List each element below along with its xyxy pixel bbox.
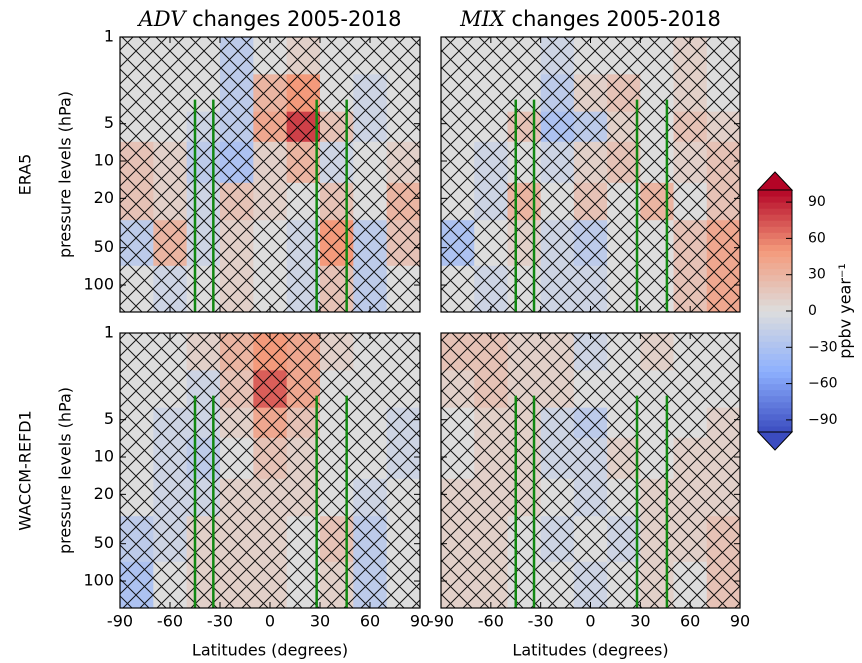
x-axis-label: Latitudes (degrees): [512, 641, 668, 660]
colorbar-step: [758, 250, 792, 258]
colorbar-step: [758, 226, 792, 233]
x-tick-label: 60: [360, 612, 380, 631]
colorbar-step: [758, 329, 792, 336]
colorbar-step: [758, 377, 792, 385]
y-tick-label: 100: [83, 275, 114, 294]
colorbar-step: [758, 244, 792, 251]
colorbar-step: [758, 286, 792, 294]
colorbar-step: [758, 317, 792, 324]
y-tick-label: 20: [94, 484, 114, 503]
colorbar-step: [758, 359, 792, 366]
colorbar-step: [758, 395, 792, 403]
y-tick-label: 5: [104, 409, 114, 428]
colorbar-step: [758, 341, 792, 348]
y-tick-label: 50: [94, 237, 114, 256]
title-variable: MIX: [459, 7, 506, 31]
panel-title: ADV changes 2005-2018: [137, 7, 402, 32]
colorbar-step: [758, 389, 792, 397]
colorbar-step: [758, 220, 792, 227]
colorbar-step: [758, 401, 792, 409]
hatch: [120, 37, 420, 312]
colorbar-step: [758, 274, 792, 282]
colorbar-extend-top: [756, 171, 794, 191]
colorbar-step: [758, 413, 792, 421]
colorbar-tick-label: −30: [808, 339, 838, 355]
colorbar-step: [758, 208, 792, 215]
hatch: [120, 333, 420, 608]
colorbar-step: [758, 365, 792, 372]
x-tick-label: -90: [107, 612, 133, 631]
y-tick-label: 10: [94, 151, 114, 170]
y-tick-label: 1: [104, 27, 114, 46]
title-variable: ADV: [137, 7, 188, 31]
x-tick-label: 60: [680, 612, 700, 631]
x-tick-label: 90: [410, 612, 430, 631]
colorbar-step: [758, 419, 792, 427]
x-tick-label: 30: [630, 612, 650, 631]
colorbar-step: [758, 268, 792, 276]
colorbar-step: [758, 304, 792, 312]
title-text: changes 2005-2018: [192, 7, 401, 31]
colorbar-step: [758, 292, 792, 300]
title-text: changes 2005-2018: [512, 7, 721, 31]
x-tick-label: 30: [310, 612, 330, 631]
x-tick-label: -30: [207, 612, 233, 631]
x-tick-label: -60: [157, 612, 183, 631]
colorbar-step: [758, 371, 792, 379]
colorbar-tick-label: 90: [808, 194, 826, 210]
y-tick-label: 10: [94, 447, 114, 466]
x-tick-label: 90: [730, 612, 750, 631]
x-tick-label: 0: [265, 612, 275, 631]
colorbar-step: [758, 202, 792, 209]
colorbar-step: [758, 425, 792, 433]
colorbar-tick-label: −90: [808, 412, 838, 428]
y-axis-label: pressure levels (hPa): [56, 387, 75, 554]
colorbar-step: [758, 407, 792, 415]
colorbar-step: [758, 353, 792, 360]
y-tick-label: 5: [104, 113, 114, 132]
colorbar-step: [758, 214, 792, 221]
colorbar-tick-label: 0: [808, 303, 817, 319]
hatch: [441, 37, 740, 312]
colorbar-step: [758, 323, 792, 330]
colorbar-step: [758, 238, 792, 245]
colorbar-step: [758, 190, 792, 197]
colorbar-step: [758, 256, 792, 264]
colorbar-step: [758, 383, 792, 391]
colorbar-tick-label: 60: [808, 230, 826, 246]
panel-title: MIX changes 2005-2018: [459, 7, 721, 32]
x-tick-label: -90: [428, 612, 454, 631]
colorbar-step: [758, 280, 792, 288]
colorbar-tick-label: 30: [808, 267, 826, 283]
colorbar-step: [758, 347, 792, 354]
colorbar-step: [758, 232, 792, 239]
y-tick-label: 20: [94, 188, 114, 207]
colorbar-step: [758, 262, 792, 270]
hatch: [441, 333, 740, 608]
colorbar-step: [758, 311, 792, 318]
y-tick-label: 50: [94, 533, 114, 552]
x-tick-label: -30: [528, 612, 554, 631]
row-label: ERA5: [16, 154, 35, 196]
y-tick-label: 1: [104, 323, 114, 342]
colorbar-step: [758, 335, 792, 342]
colorbar-tick-label: −60: [808, 376, 838, 392]
colorbar-step: [758, 196, 792, 203]
x-axis-label: Latitudes (degrees): [192, 641, 348, 660]
x-tick-label: 0: [585, 612, 595, 631]
colorbar-extend-bottom: [756, 431, 794, 451]
colorbar-step: [758, 298, 792, 306]
y-axis-label: pressure levels (hPa): [56, 91, 75, 258]
colorbar-label: ppbv year⁻¹: [836, 263, 855, 359]
x-tick-label: -60: [478, 612, 504, 631]
row-label: WACCM-REFD1: [16, 410, 35, 530]
y-tick-label: 100: [83, 571, 114, 590]
